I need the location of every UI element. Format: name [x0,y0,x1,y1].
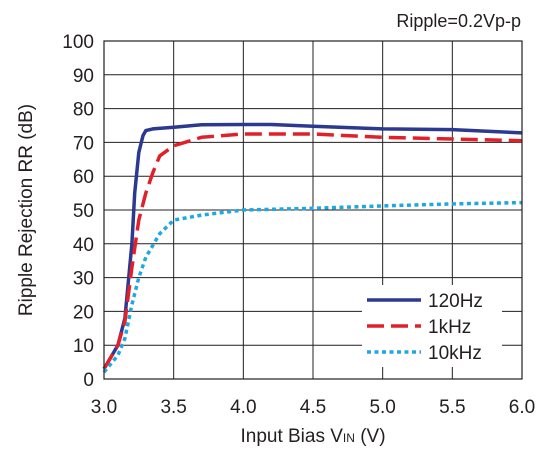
plot-area-frame [103,40,523,380]
y-axis-label: Ripple Rejection RR (dB) [16,104,37,316]
chart-annotation: Ripple=0.2Vp-p [396,11,521,31]
legend-label-1khz: 1kHz [428,317,471,338]
series-line-1khz [102,132,523,370]
series-line-10khz [102,200,523,374]
series-line-120hz [102,122,523,370]
y-tick-label: 50 [73,201,94,222]
y-tick-label: 40 [73,235,94,256]
y-tick-label: 20 [73,302,94,323]
x-tick-label: 5.5 [439,397,465,418]
x-axis-label-main: Input Bias V [240,426,343,447]
x-tick-labels: 3.0 3.5 4.0 4.5 5.0 5.5 6.0 [91,397,535,418]
legend: 120Hz 1kHz 10kHz [362,285,502,367]
y-tick-label: 90 [73,66,94,87]
y-tick-label: 0 [83,370,94,391]
y-tick-labels: 0 10 20 30 40 50 60 70 80 90 100 [62,32,94,391]
x-tick-label: 5.0 [369,397,395,418]
legend-label-10khz: 10kHz [428,343,482,364]
x-axis-label: Input Bias VIN (V) [240,426,385,447]
x-tick-label: 3.0 [91,397,117,418]
x-axis-label-subscript: IN [343,431,355,445]
y-tick-label: 70 [73,133,94,154]
x-tick-label: 6.0 [509,397,535,418]
y-tick-label: 100 [62,32,94,53]
y-tick-label: 10 [73,336,94,357]
series-lines [102,122,523,374]
legend-label-120hz: 120Hz [428,291,483,312]
y-tick-label: 60 [73,167,94,188]
x-axis-label-unit: (V) [355,426,386,447]
y-tick-label: 30 [73,269,94,290]
x-tick-label: 4.5 [300,397,326,418]
y-tick-label: 80 [73,100,94,121]
x-tick-label: 3.5 [160,397,186,418]
x-tick-label: 4.0 [230,397,256,418]
